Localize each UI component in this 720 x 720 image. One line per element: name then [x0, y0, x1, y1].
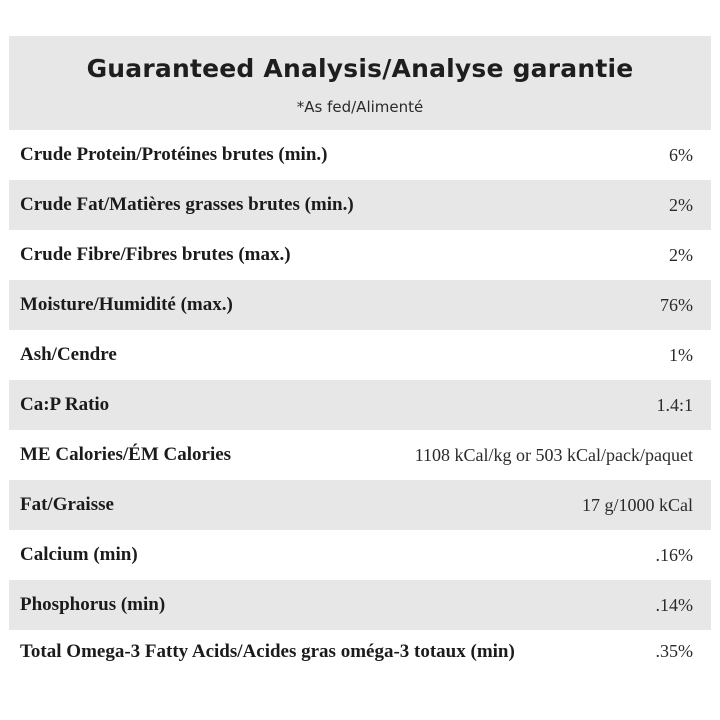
row-value: 2%: [669, 244, 693, 265]
row-label: Phosphorus (min): [20, 594, 166, 615]
row-label: ME Calories/ÉM Calories: [20, 444, 232, 465]
row-value: 1%: [669, 344, 693, 365]
table-row: ME Calories/ÉM Calories 1108 kCal/kg or …: [9, 430, 711, 480]
table-row: Total Omega-3 Fatty Acids/Acides gras om…: [9, 630, 711, 673]
table-row: Phosphorus (min) .14%: [9, 580, 711, 630]
row-value: 76%: [660, 294, 693, 315]
row-value: 2%: [669, 194, 693, 215]
table-row: Crude Fibre/Fibres brutes (max.) 2%: [9, 230, 711, 280]
row-value: 6%: [669, 144, 693, 165]
row-value: 17 g/1000 kCal: [582, 494, 693, 515]
row-label: Moisture/Humidité (max.): [20, 294, 233, 315]
row-value: .14%: [655, 594, 694, 615]
table-row: Moisture/Humidité (max.) 76%: [9, 280, 711, 330]
row-label: Crude Fat/Matières grasses brutes (min.): [20, 194, 354, 215]
row-label: Ca:P Ratio: [20, 394, 110, 415]
table-row: Ca:P Ratio 1.4:1: [9, 380, 711, 430]
table-row: Ash/Cendre 1%: [9, 330, 711, 380]
table-rows: Crude Protein/Protéines brutes (min.) 6%…: [9, 130, 711, 673]
row-label: Total Omega-3 Fatty Acids/Acides gras om…: [20, 640, 515, 662]
table-row: Calcium (min) .16%: [9, 530, 711, 580]
table-row: Crude Fat/Matières grasses brutes (min.)…: [9, 180, 711, 230]
analysis-table: Guaranteed Analysis/Analyse garantie *As…: [9, 36, 711, 676]
row-value: .35%: [655, 641, 694, 661]
table-row: Crude Protein/Protéines brutes (min.) 6%: [9, 130, 711, 180]
row-label: Fat/Graisse: [20, 494, 114, 515]
row-label: Crude Fibre/Fibres brutes (max.): [20, 244, 291, 265]
table-header: Guaranteed Analysis/Analyse garantie *As…: [9, 36, 711, 130]
row-label: Calcium (min): [20, 544, 138, 565]
row-value: 1108 kCal/kg or 503 kCal/pack/paquet: [414, 444, 693, 465]
row-label: Crude Protein/Protéines brutes (min.): [20, 144, 328, 165]
bottom-margin: [0, 676, 720, 720]
table-row: Fat/Graisse 17 g/1000 kCal: [9, 480, 711, 530]
row-value: 1.4:1: [656, 394, 693, 415]
row-value: .16%: [655, 544, 694, 565]
row-label: Ash/Cendre: [20, 344, 117, 365]
table-subtitle: *As fed/Alimenté: [296, 98, 424, 116]
table-title: Guaranteed Analysis/Analyse garantie: [86, 54, 634, 83]
